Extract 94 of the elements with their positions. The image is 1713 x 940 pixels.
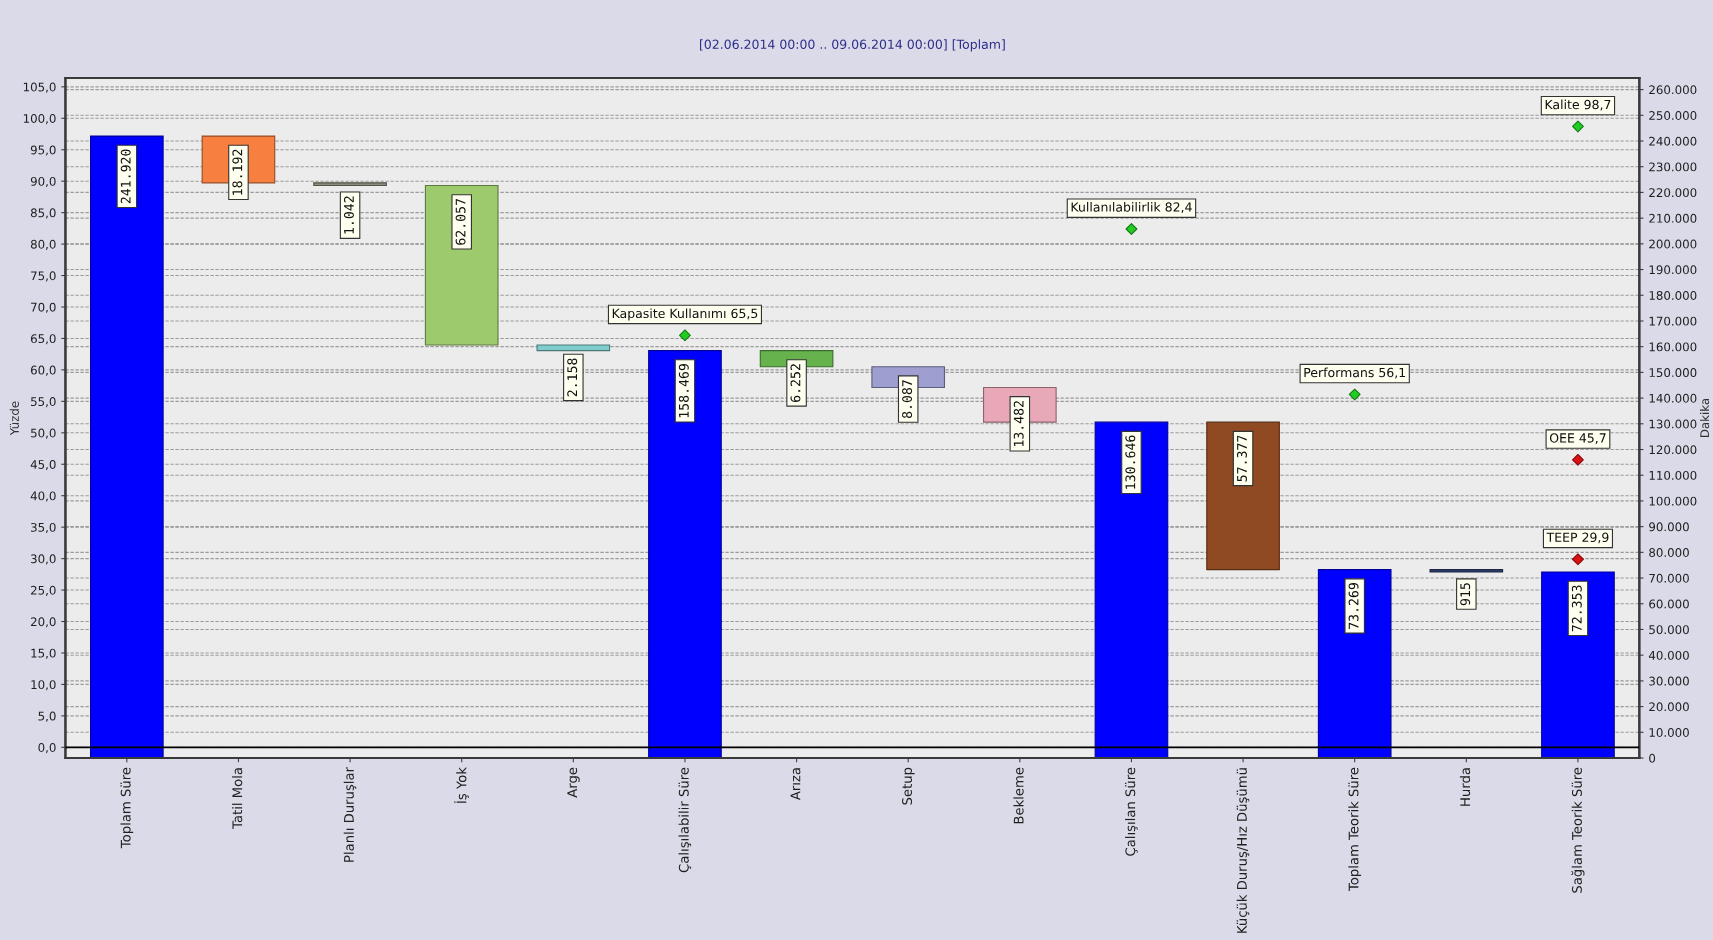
bar [1206, 421, 1280, 571]
y-tick-label: 50,0 [31, 428, 56, 439]
y-tick-label: 25,0 [30, 585, 56, 596]
y-tick-label: 10,0 [31, 680, 56, 691]
y-tick-label: 40,0 [30, 491, 56, 502]
y2-tick-label: 220.000 [1649, 188, 1697, 198]
y2-tick-label: 20.000 [1649, 702, 1689, 712]
data-label: 158.469 [678, 364, 689, 418]
y-tick-label: 45,0 [30, 459, 56, 471]
y2-tick-label: 160.000 [1649, 342, 1697, 352]
bar [1429, 569, 1504, 573]
x-tick-label: İş Yok [454, 767, 469, 803]
data-label: 2.158 [567, 358, 578, 397]
y-tick-label: 30,0 [31, 554, 56, 565]
bar [313, 182, 387, 187]
y2-tick-label: 170.000 [1649, 316, 1697, 326]
y2-tick-label: 230.000 [1649, 162, 1697, 172]
y-tick-label: 55,0 [31, 397, 56, 408]
data-label: OEE 45,7 [1549, 433, 1606, 444]
y2-tick-label: 0 [1649, 753, 1656, 763]
y-tick-label: 5,0 [38, 711, 56, 722]
y-tick-label: 15,0 [31, 648, 56, 659]
y2-tick-label: 130.000 [1649, 419, 1697, 429]
y-tick-label: 65,0 [30, 334, 56, 345]
x-tick-label: Planlı Duruşlar [343, 767, 357, 862]
y2-tick-label: 60.000 [1649, 599, 1689, 609]
data-label: 73.269 [1348, 583, 1359, 629]
data-label: Kapasite Kullanımı 65,5 [612, 308, 758, 321]
y2-tick-label: 100.000 [1649, 496, 1697, 506]
y2-tick-label: 30.000 [1649, 676, 1689, 686]
y2-tick-label: 240.000 [1649, 136, 1697, 146]
x-tick-label: Sağlam Teorik Süre [1571, 767, 1585, 893]
y2-tick-label: 140.000 [1649, 393, 1697, 403]
data-label: 6.252 [790, 364, 801, 402]
bar [536, 344, 611, 352]
data-label: 241.920 [120, 149, 131, 204]
y2-tick-label: 110.000 [1649, 470, 1697, 480]
y-tick-label: 0,0 [38, 743, 56, 754]
x-tick-label: Çalışılan Süre [1125, 767, 1138, 856]
x-tick-label: Bekleme [1013, 767, 1024, 824]
y2-tick-label: 40.000 [1648, 650, 1689, 660]
y2-tick-label: 190.000 [1649, 265, 1697, 275]
data-label: 130.646 [1125, 435, 1136, 489]
y2-tick-label: 90.000 [1649, 522, 1689, 532]
y2-tick-label: 150.000 [1649, 368, 1697, 378]
data-label: Kalite 98,7 [1545, 99, 1611, 111]
y2-tick-label: 70.000 [1649, 573, 1689, 583]
bar [424, 184, 499, 346]
data-label: 57.377 [1236, 435, 1247, 482]
bar [89, 135, 164, 759]
y2-tick-label: 210.000 [1649, 213, 1697, 223]
y2-tick-label: 120.000 [1649, 445, 1697, 455]
y-tick-label: 90,0 [30, 176, 56, 188]
x-tick-label: Arge [567, 767, 580, 798]
y-tick-label: 95,0 [30, 145, 56, 156]
y-tick-label: 70,0 [31, 302, 56, 313]
data-label: Kullanılabilirlik 82,4 [1071, 202, 1192, 214]
bar [1094, 421, 1169, 759]
x-tick-label: Setup [902, 767, 915, 805]
x-tick-label: Küçük Duruş/Hız Düşümü [1236, 768, 1250, 933]
x-tick-label: Toplam Süre [120, 767, 134, 849]
y-axis-title: Yüzde [9, 401, 19, 436]
y-tick-label: 60,0 [30, 365, 56, 376]
y-tick-label: 20,0 [30, 617, 56, 628]
y2-tick-label: 50.000 [1649, 625, 1689, 635]
y2-tick-label: 180.000 [1649, 290, 1697, 300]
y2-tick-label: 260.000 [1649, 85, 1697, 95]
x-tick-label: Tatil Mola [232, 768, 243, 829]
x-tick-label: Arıza [790, 768, 801, 801]
chart-title: [02.06.2014 00:00 .. 09.06.2014 00:00] [Toplam] [700, 39, 1005, 52]
y-tick-label: 85,0 [30, 208, 56, 219]
data-label: 13.482 [1013, 401, 1024, 447]
data-label: 18.192 [232, 149, 243, 195]
x-tick-label: Toplam Teorik Süre [1348, 767, 1362, 892]
y-tick-label: 80,0 [30, 239, 56, 250]
y-tick-label: 75,0 [31, 271, 56, 282]
y2-axis-title: Dakika [1699, 398, 1710, 438]
y2-tick-label: 80.000 [1649, 548, 1689, 557]
y-tick-label: 100,0 [23, 114, 56, 125]
data-label: TEEP 29,9 [1546, 532, 1609, 544]
data-label: 62.057 [455, 199, 466, 245]
bar [648, 350, 722, 759]
data-label: 915 [1460, 583, 1471, 606]
y2-tick-label: 200.000 [1649, 239, 1697, 249]
data-label: 72.353 [1571, 585, 1582, 632]
x-tick-label: Hurda [1459, 768, 1471, 806]
data-label: Performans 56,1 [1304, 367, 1406, 379]
data-label: 1.042 [343, 196, 354, 234]
data-label: 8.087 [902, 380, 913, 419]
y-tick-label: 105,0 [23, 82, 56, 93]
x-tick-label: Çalışılabilir Süre [678, 767, 692, 873]
y2-tick-label: 250.000 [1649, 111, 1697, 120]
y2-tick-label: 10.000 [1649, 728, 1689, 737]
y-tick-label: 35,0 [31, 522, 56, 534]
